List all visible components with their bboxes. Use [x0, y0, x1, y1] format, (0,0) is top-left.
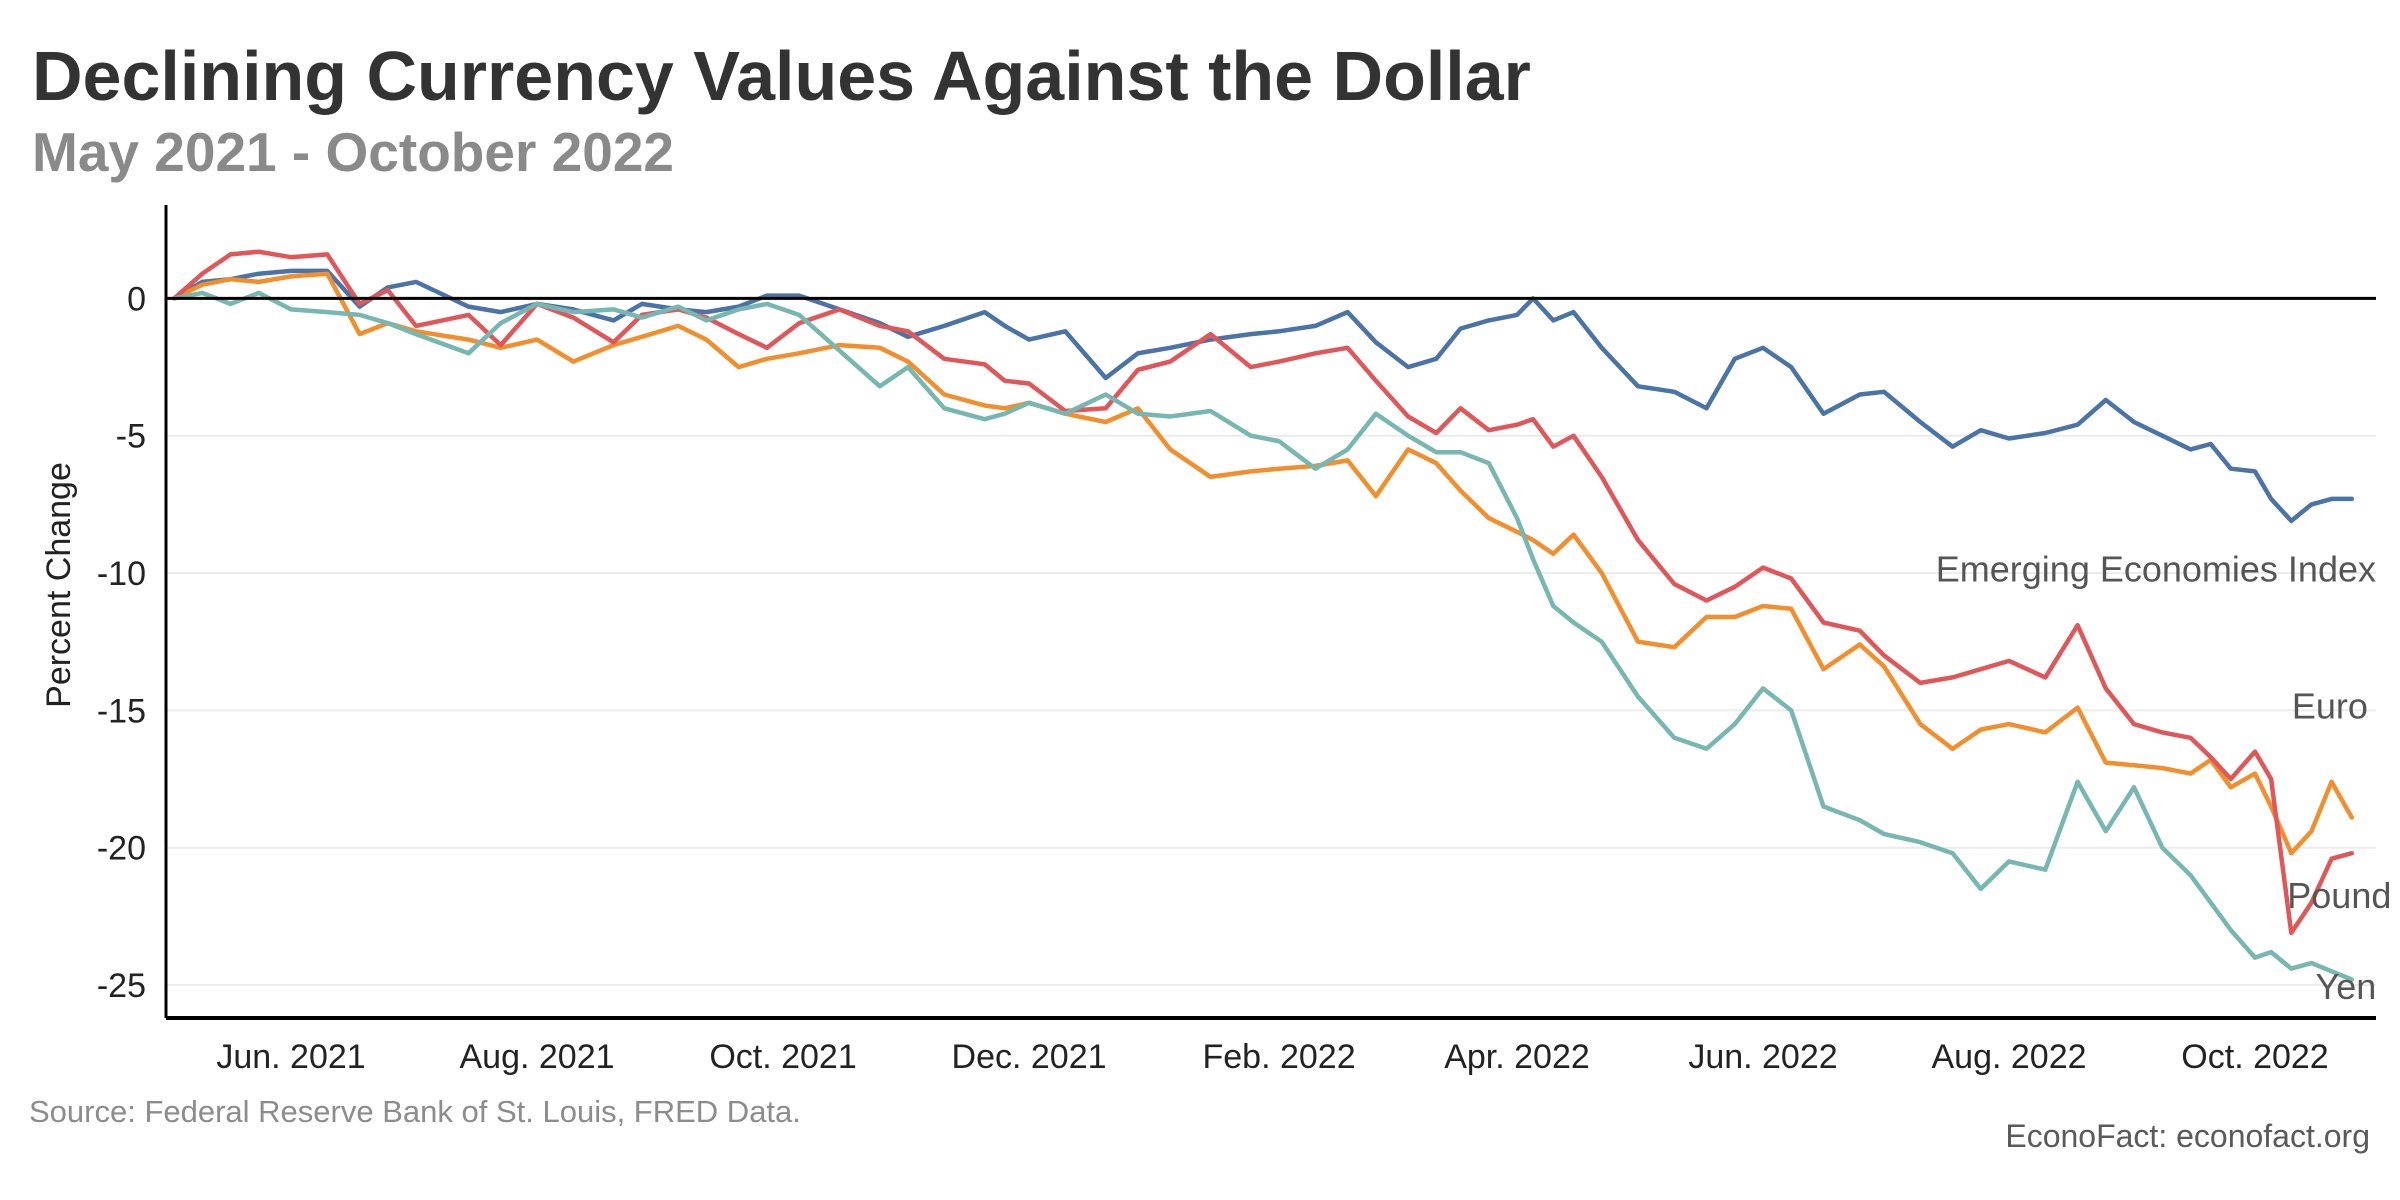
- x-tick-label: Jun. 2022: [1688, 1038, 1837, 1076]
- series-line-yen: [171, 290, 2355, 982]
- x-tick-label: Dec. 2021: [952, 1038, 1107, 1076]
- x-tick-label: Aug. 2022: [1931, 1038, 2086, 1076]
- series-line-euro: [171, 271, 2355, 856]
- annotation-pound: Pound: [2287, 875, 2391, 916]
- y-tick-label: -20: [97, 830, 146, 868]
- y-tick-label: -25: [97, 967, 146, 1005]
- gridlines: [166, 434, 2376, 987]
- x-tick-label: Oct. 2021: [709, 1038, 856, 1076]
- y-tick-label: -5: [116, 418, 146, 456]
- series-lines: [171, 249, 2355, 982]
- x-tick-label: Aug. 2021: [460, 1038, 615, 1076]
- annotation-yen: Yen: [2316, 966, 2377, 1007]
- y-tick-label: -15: [97, 692, 146, 730]
- y-axis-title: Percent Change: [40, 462, 78, 708]
- credit-note: EconoFact: econofact.org: [2005, 1118, 2370, 1154]
- annotation-emerging-economies-index: Emerging Economies Index: [1936, 548, 2376, 589]
- series-line-emerging-economies-index: [171, 268, 2355, 524]
- x-tick-label: Apr. 2022: [1444, 1038, 1590, 1076]
- series-line-pound: [171, 249, 2355, 936]
- y-tick-label: 0: [127, 280, 146, 318]
- x-tick-label: Oct. 2022: [2181, 1038, 2328, 1076]
- x-tick-label: Feb. 2022: [1203, 1038, 1356, 1076]
- chart-subtitle: May 2021 - October 2022: [32, 121, 675, 183]
- axes: [164, 205, 2376, 1020]
- chart-title: Declining Currency Values Against the Do…: [32, 37, 1531, 115]
- x-tick-label: Jun. 2021: [216, 1038, 365, 1076]
- annotation-euro: Euro: [2292, 686, 2368, 727]
- y-tick-label: -10: [97, 555, 146, 593]
- series-annotations: Emerging Economies Index Euro Pound Yen: [1936, 548, 2392, 1006]
- tick-labels: 0 -5 -10 -15 -20 -25 Jun. 2021 Aug. 2021 Oct. 20…: [97, 280, 2329, 1076]
- source-note: Source: Federal Reserve Bank of St. Loui…: [29, 1094, 801, 1129]
